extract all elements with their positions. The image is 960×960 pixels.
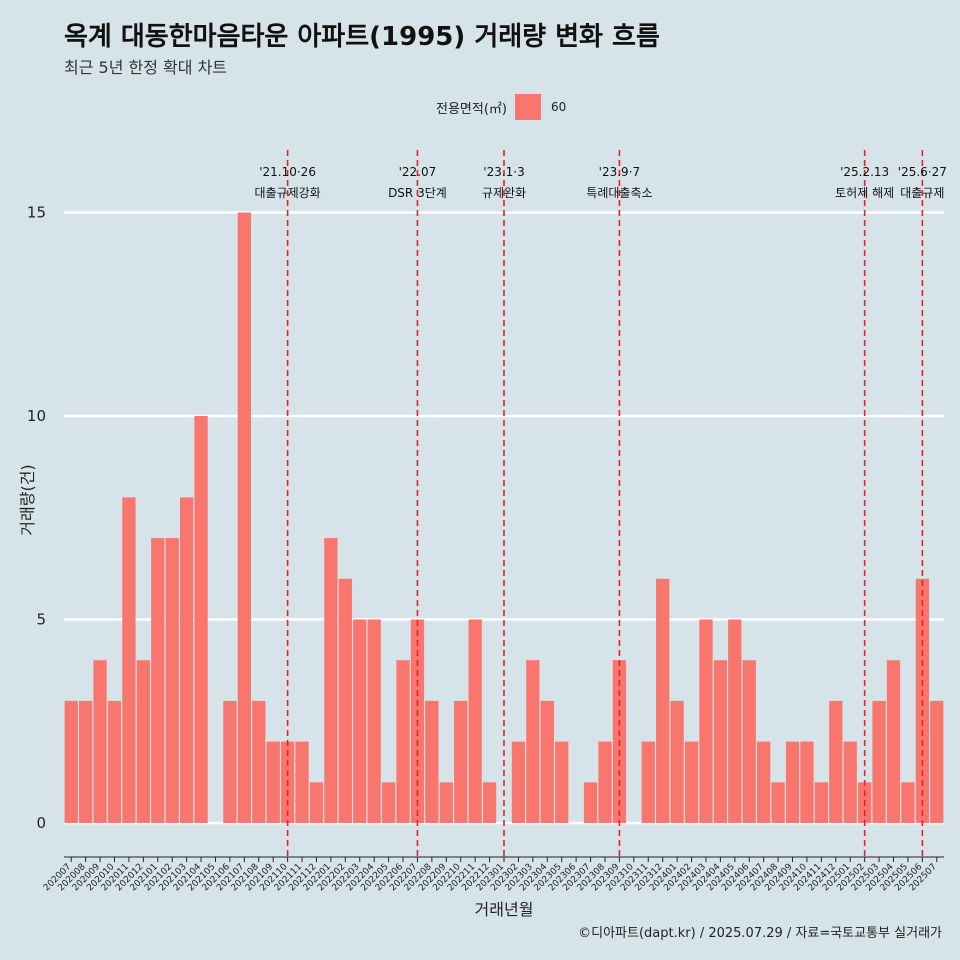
legend: 전용면적(㎡) 60 — [436, 94, 566, 120]
bar — [482, 782, 497, 823]
bar — [540, 700, 554, 823]
bar — [266, 741, 280, 823]
y-tick-label: 0 — [36, 814, 46, 832]
bar — [425, 700, 439, 823]
bar — [757, 741, 771, 823]
bar — [656, 578, 670, 823]
bar — [814, 782, 829, 823]
bar — [223, 700, 237, 823]
bar — [526, 660, 540, 823]
bar — [396, 660, 410, 823]
event-label: 규제완화 — [482, 186, 526, 200]
event-date-label: '22.07 — [399, 165, 437, 179]
event-label: 토허제 해제 — [835, 186, 894, 200]
bar — [295, 741, 309, 823]
bar — [699, 619, 713, 823]
annotations: '21.10·26 대출규제강화 '22.07 DSR 3단계 '23.1·3 규제완화 '… — [254, 150, 947, 857]
source-caption: ©디아파트(dapt.kr) / 2025.07.29 / 자료=국토교통부 실… — [578, 926, 942, 941]
chart-title: 옥계 대동한마음타운 아파트(1995) 거래량 변화 흐름 — [64, 22, 660, 52]
bar — [670, 700, 684, 823]
bar — [901, 782, 915, 823]
bar — [165, 538, 179, 823]
bar — [439, 782, 453, 823]
legend-swatch — [514, 94, 541, 120]
event-date-label: '23.9·7 — [599, 165, 640, 179]
bar — [179, 497, 194, 823]
event-date-label: '23.1·3 — [483, 165, 524, 179]
bar — [353, 619, 367, 823]
bar — [79, 700, 93, 823]
bar — [107, 700, 122, 823]
bar — [742, 660, 756, 823]
y-axis-title: 거래량(건) — [18, 464, 37, 535]
bar — [309, 782, 324, 823]
bar — [136, 660, 150, 823]
bars — [64, 212, 944, 823]
legend-title: 전용면적(㎡) — [436, 101, 507, 117]
legend-key-label: 60 — [550, 100, 567, 114]
bar — [583, 782, 598, 823]
event-label: 대출규제 — [900, 186, 944, 200]
bar — [511, 741, 526, 823]
bar — [454, 700, 468, 823]
event-date-label: '25.6·27 — [898, 165, 947, 179]
event-date-label: '25.2.13 — [840, 165, 889, 179]
bar — [64, 700, 78, 823]
x-axis-title: 거래년월 — [475, 900, 534, 919]
bar — [684, 741, 699, 823]
bar — [829, 700, 843, 823]
bar — [468, 619, 482, 823]
event-label: DSR 3단계 — [388, 186, 447, 200]
bar — [872, 700, 886, 823]
bar — [237, 212, 251, 823]
y-tick-label: 10 — [27, 407, 46, 425]
bar — [713, 660, 728, 823]
bar — [886, 660, 901, 823]
bar — [555, 741, 569, 823]
bar — [728, 619, 742, 823]
bar — [381, 782, 396, 823]
axes: 0510152020072020082020092020102020112020… — [18, 204, 944, 919]
chart-subtitle: 최근 5년 한정 확대 차트 — [64, 58, 228, 77]
bar — [367, 619, 381, 823]
bar — [252, 700, 266, 823]
bar — [771, 782, 785, 823]
bar — [598, 741, 612, 823]
bar — [785, 741, 800, 823]
y-tick-label: 15 — [27, 204, 46, 222]
bar — [930, 700, 944, 823]
event-date-label: '21.10·26 — [259, 165, 316, 179]
bar — [151, 538, 165, 823]
bar — [843, 741, 857, 823]
event-label: 대출규제강화 — [254, 186, 320, 200]
bar — [641, 741, 655, 823]
bar — [338, 578, 352, 823]
bar — [194, 416, 208, 823]
y-tick-label: 5 — [36, 611, 46, 629]
event-label: 특례대출축소 — [586, 186, 652, 200]
bar — [93, 660, 107, 823]
bar — [122, 497, 136, 823]
bar — [324, 538, 338, 823]
bar — [800, 741, 814, 823]
